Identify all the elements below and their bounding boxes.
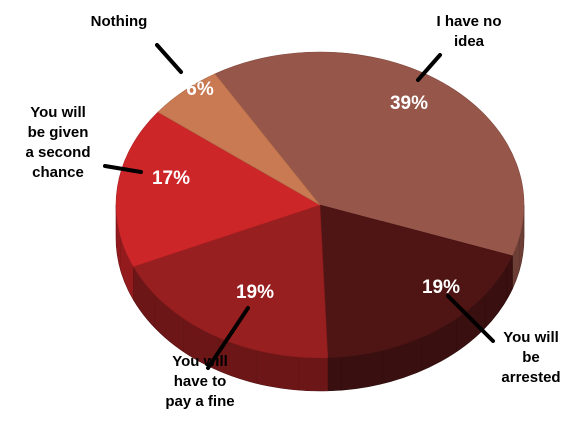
pct-label-you-will-have-to-pay-a-fine: 19% <box>236 282 274 303</box>
leader-line-you-will-be-arrested <box>446 294 495 343</box>
slice-i-have-no-idea <box>214 51 525 257</box>
category-label-you-will-be-given-a-second-chance: You will be given a second chance <box>25 104 90 181</box>
pct-label-you-will-be-arrested: 19% <box>422 277 460 298</box>
slice-you-will-be-given-a-second-chance <box>115 111 321 268</box>
chart-labels: 39% I have no idea 19% You will be arrested 19%… <box>25 13 560 410</box>
leader-line-you-will-be-given-a-second-chance <box>103 164 143 174</box>
pct-label-i-have-no-idea: 39% <box>390 93 428 114</box>
pie-depth-layer <box>115 204 525 392</box>
pie-top-layer <box>115 51 525 359</box>
slice-you-will-be-arrested <box>319 204 513 359</box>
slice-you-will-have-to-pay-a-fine <box>132 204 329 359</box>
leader-line-you-will-have-to-pay-a-fine <box>206 306 250 370</box>
leader-line-nothing <box>155 43 183 74</box>
category-label-you-will-be-arrested: You will be arrested <box>501 329 560 386</box>
leader-lines <box>103 43 495 370</box>
category-label-nothing: Nothing <box>91 13 148 30</box>
pct-label-nothing: 6% <box>186 79 214 100</box>
category-label-you-will-have-to-pay-a-fine: You will have to pay a fine <box>165 353 234 410</box>
leader-line-i-have-no-idea <box>416 53 442 82</box>
pct-label-you-will-be-given-a-second-chance: 17% <box>152 168 190 189</box>
category-label-i-have-no-idea: I have no idea <box>436 13 501 50</box>
slice-nothing <box>157 73 321 206</box>
